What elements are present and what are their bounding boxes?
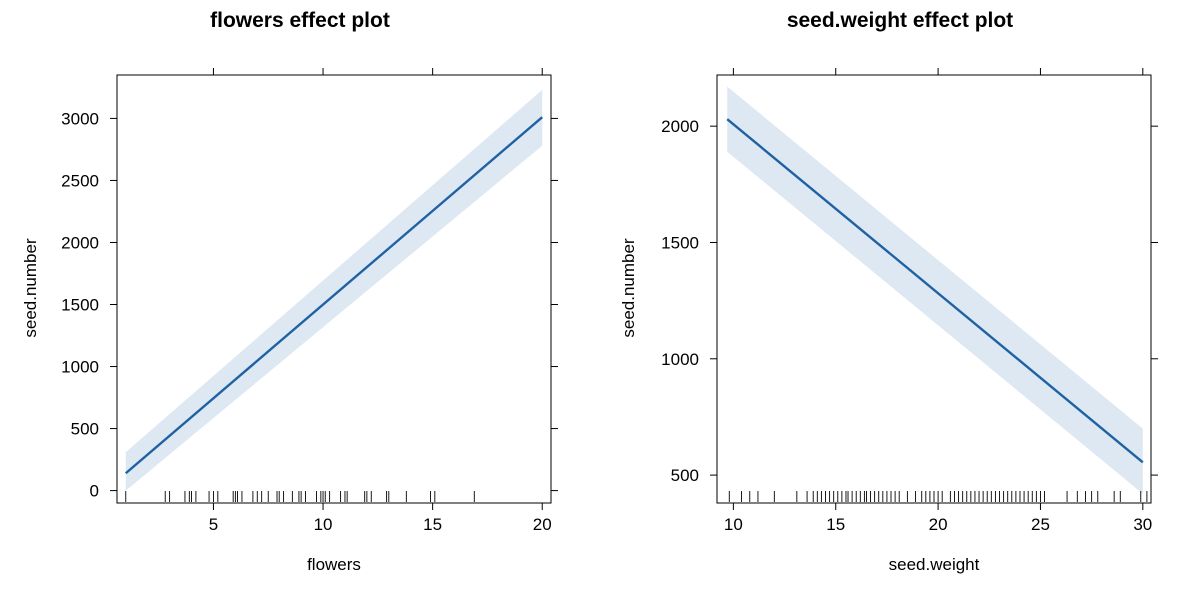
fitted-line [726, 118, 1144, 464]
y-tick-label: 500 [671, 466, 699, 485]
x-axis-label: flowers [307, 555, 361, 574]
seed-weight-effect-panel: seed.weight effect plot seed.weight seed… [619, 9, 1158, 574]
fitted-line [124, 116, 544, 475]
x-tick-label: 10 [724, 515, 743, 534]
x-tick-label: 20 [929, 515, 948, 534]
y-tick-label: 2500 [61, 171, 99, 190]
y-tick-label: 1000 [661, 350, 699, 369]
plot-frame [116, 74, 552, 504]
x-axis-label: seed.weight [889, 555, 980, 574]
x-tick-label: 15 [826, 515, 845, 534]
y-axis-label: seed.number [21, 238, 40, 338]
x-tick-label: 20 [533, 515, 552, 534]
x-tick-label: 5 [209, 515, 218, 534]
confidence-band [125, 89, 543, 491]
y-tick-label: 0 [90, 482, 99, 501]
x-tick-label: 10 [314, 515, 333, 534]
x-tick-label: 15 [423, 515, 442, 534]
y-tick-label: 2000 [61, 233, 99, 252]
y-axis-label: seed.number [619, 238, 638, 338]
y-tick-label: 1500 [61, 296, 99, 315]
y-tick-label: 2000 [661, 117, 699, 136]
y-tick-label: 500 [71, 420, 99, 439]
chart-title: seed.weight effect plot [787, 9, 1013, 32]
y-tick-label: 1500 [661, 233, 699, 252]
x-tick-label: 25 [1031, 515, 1050, 534]
flowers-effect-panel: flowers effect plot flowers seed.number … [21, 9, 558, 574]
chart-title: flowers effect plot [210, 9, 390, 32]
plot-frame [716, 74, 1152, 504]
y-tick-label: 1000 [61, 358, 99, 377]
x-tick-label: 30 [1133, 515, 1152, 534]
y-tick-label: 3000 [61, 109, 99, 128]
